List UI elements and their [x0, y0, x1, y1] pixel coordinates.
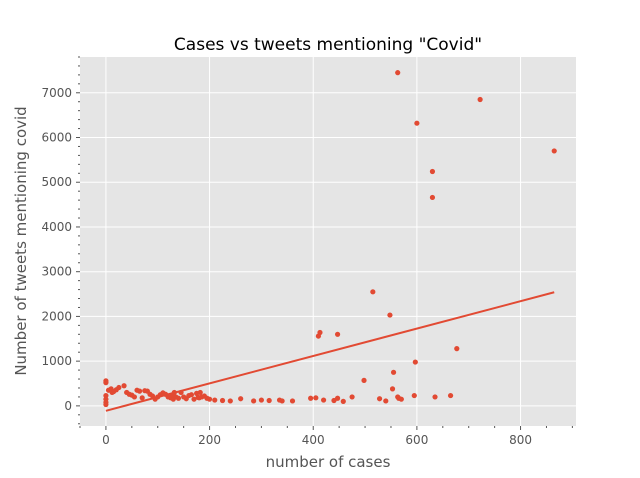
y-tick-label: 6000 [41, 131, 72, 145]
data-point [370, 289, 376, 295]
data-point [139, 395, 145, 401]
data-point [197, 389, 203, 396]
data-point [551, 148, 557, 154]
data-point [251, 398, 257, 404]
data-point [390, 369, 397, 375]
y-axis-ticks: 0 1000 2000 3000 4000 5000 6000 7000 [41, 56, 80, 425]
data-point [320, 397, 327, 403]
data-point [376, 396, 383, 402]
data-points [103, 70, 557, 408]
data-point [334, 331, 341, 337]
data-point [178, 389, 184, 396]
y-tick-label: 5000 [41, 175, 72, 189]
y-tick-label: 7000 [41, 86, 72, 100]
data-point [289, 398, 296, 404]
y-tick-label: 2000 [41, 309, 72, 323]
data-point [349, 394, 355, 400]
data-point [387, 312, 393, 318]
x-axis-label: number of cases [266, 453, 391, 471]
y-tick-label: 0 [64, 399, 72, 413]
data-point [477, 96, 483, 103]
data-point [432, 394, 438, 400]
data-point [131, 394, 138, 400]
data-point [389, 386, 396, 392]
data-point [447, 392, 454, 399]
data-point [313, 395, 319, 401]
data-point [411, 392, 417, 399]
data-point [454, 346, 460, 352]
chart-title: Cases vs tweets mentioning "Covid" [174, 35, 482, 55]
data-point [317, 329, 323, 336]
data-point [171, 389, 177, 396]
data-point [395, 70, 401, 76]
data-point [334, 395, 341, 401]
data-point [103, 380, 109, 386]
data-point [279, 398, 285, 404]
x-tick-label: 200 [198, 433, 221, 447]
x-axis-ticks: 0 200 400 600 800 [79, 426, 573, 447]
data-point [121, 383, 127, 389]
data-point [137, 388, 143, 394]
data-point [398, 396, 404, 402]
data-point [227, 398, 233, 404]
data-point [116, 384, 122, 391]
x-tick-label: 600 [405, 433, 428, 447]
data-point [308, 395, 314, 401]
y-axis-label: Number of tweets mentioning covid [12, 106, 30, 375]
data-point [103, 392, 109, 399]
data-point [206, 396, 213, 402]
y-tick-label: 1000 [41, 354, 72, 368]
data-point [340, 398, 346, 404]
x-tick-label: 800 [509, 433, 532, 447]
data-point [361, 377, 367, 383]
data-point [412, 359, 418, 365]
data-point [103, 401, 109, 408]
data-point [266, 397, 272, 404]
plot-background [80, 57, 576, 426]
y-tick-label: 4000 [41, 220, 72, 234]
data-point [212, 397, 218, 403]
y-tick-label: 3000 [41, 265, 72, 279]
data-point [429, 194, 436, 201]
x-tick-label: 400 [302, 433, 325, 447]
data-point [238, 396, 244, 402]
data-point [383, 398, 389, 404]
data-point [414, 120, 420, 126]
x-tick-label: 0 [102, 433, 110, 447]
data-point [219, 397, 226, 404]
data-point [175, 395, 182, 401]
data-point [188, 392, 195, 398]
data-point [258, 397, 265, 403]
data-point [191, 396, 197, 402]
data-point [429, 168, 436, 175]
gridlines [80, 57, 576, 426]
